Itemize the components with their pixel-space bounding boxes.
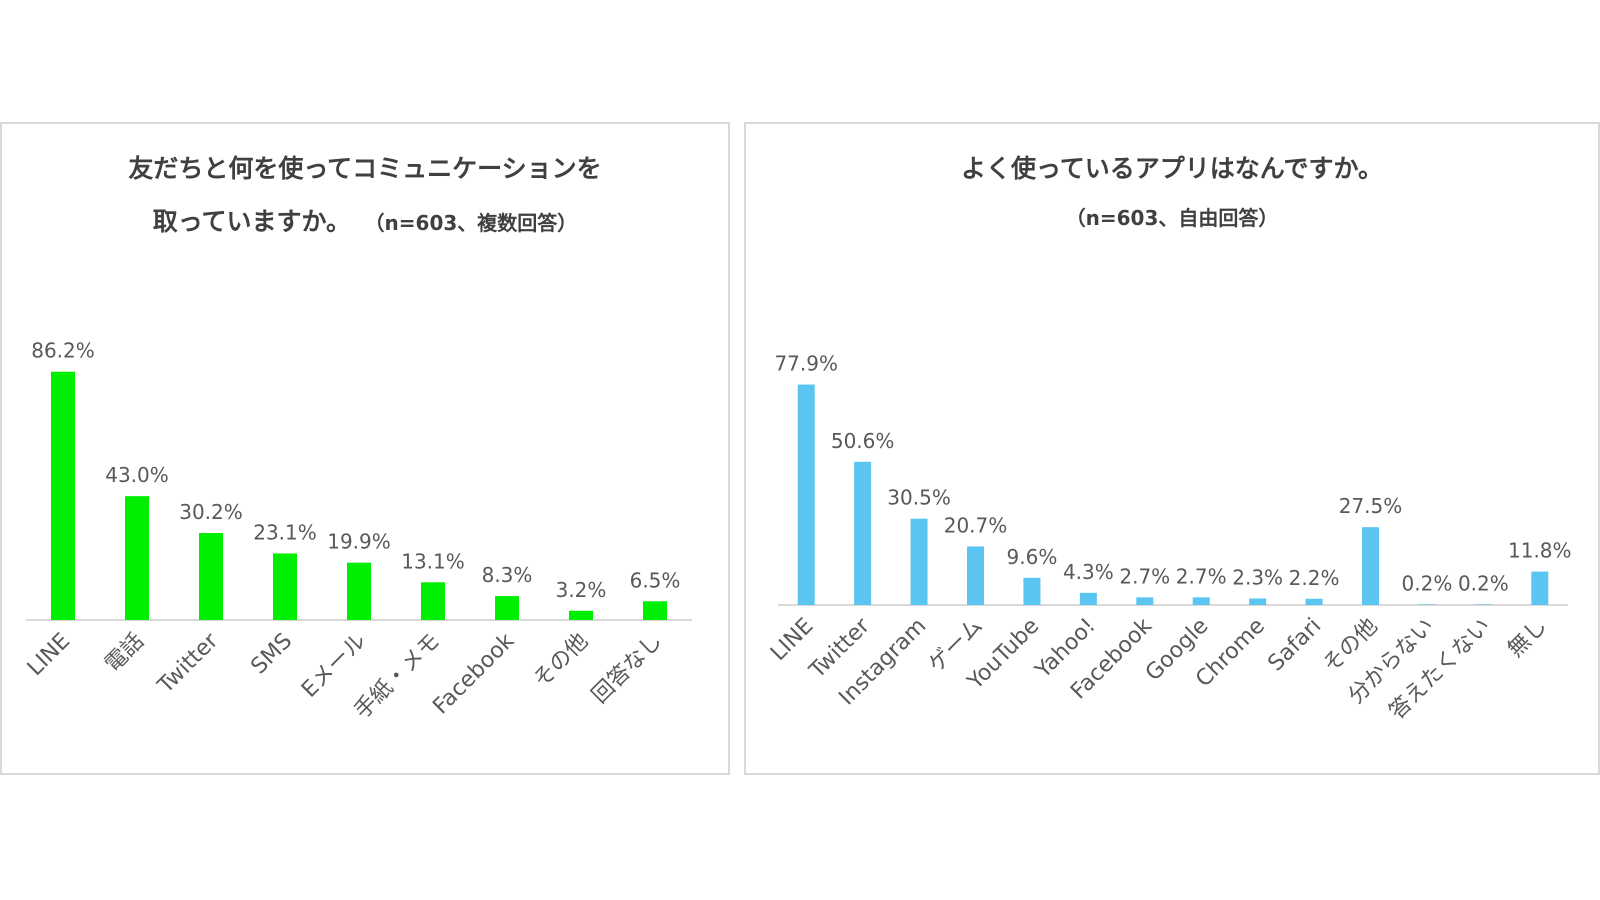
bar xyxy=(967,546,984,605)
x-tick-label: Safari xyxy=(1263,614,1326,677)
data-label: 0.2% xyxy=(1402,571,1453,595)
data-label: 13.1% xyxy=(401,549,465,573)
x-tick-label: Eメール xyxy=(297,629,371,703)
data-label: 20.7% xyxy=(944,513,1008,537)
data-label: 43.0% xyxy=(105,463,169,487)
data-label: 0.2% xyxy=(1458,571,1509,595)
bar xyxy=(495,596,519,620)
data-label: 2.3% xyxy=(1232,565,1283,589)
bar xyxy=(199,533,223,620)
data-label: 8.3% xyxy=(482,563,533,587)
bar xyxy=(125,496,149,620)
bar xyxy=(1136,597,1154,605)
bar xyxy=(347,562,371,620)
bar xyxy=(421,582,445,620)
bar xyxy=(1192,597,1210,605)
data-label: 2.2% xyxy=(1289,566,1340,590)
data-label: 2.7% xyxy=(1176,564,1227,588)
data-label: 6.5% xyxy=(630,568,681,592)
data-label: 19.9% xyxy=(327,530,391,554)
bar xyxy=(1249,598,1267,605)
x-tick-label: その他 xyxy=(529,629,593,693)
bar xyxy=(1531,571,1549,605)
bar xyxy=(854,461,872,605)
data-label: 27.5% xyxy=(1339,494,1403,518)
data-label: 9.6% xyxy=(1007,545,1058,569)
data-label: 30.2% xyxy=(179,500,243,524)
bar xyxy=(643,601,667,620)
chart-title-line2: 取っていますか。 xyxy=(152,207,351,236)
bar xyxy=(273,553,297,620)
data-label: 50.6% xyxy=(831,429,895,453)
x-tick-label: Twitter xyxy=(153,628,224,699)
x-tick-label: SMS xyxy=(246,629,297,680)
chart-title: よく使っているアプリはなんですか。 xyxy=(960,154,1383,183)
x-tick-label: LINE xyxy=(766,614,818,666)
chart-panel-communication: 友だちと何を使ってコミュニケーションを 取っていますか。 （n=603、複数回答… xyxy=(0,122,730,775)
x-tick-label: 電話 xyxy=(100,629,149,678)
bar xyxy=(1305,598,1323,605)
bar xyxy=(1418,604,1436,605)
bar-chart-communication: 86.2% LINE 43.0% 電話 30.2% Twitter 23.1% SMS 19.9… xyxy=(23,339,692,724)
x-tick-label: 回答なし xyxy=(587,629,667,709)
bar xyxy=(51,371,75,620)
chart-title-line2-wrap: 取っていますか。 （n=603、複数回答） xyxy=(2,202,728,238)
data-label: 2.7% xyxy=(1119,564,1170,588)
bar xyxy=(1079,592,1097,605)
chart-panel-apps: よく使っているアプリはなんですか。 （n=603、自由回答） 77.9% LINE… xyxy=(744,122,1600,775)
chart-subtitle: （n=603、自由回答） xyxy=(1065,206,1279,230)
data-label: 30.5% xyxy=(887,486,951,510)
bar xyxy=(1362,527,1379,605)
bar xyxy=(1474,604,1492,605)
data-label: 86.2% xyxy=(31,339,95,363)
data-label: 23.1% xyxy=(253,520,317,544)
bar xyxy=(569,610,593,620)
bar xyxy=(797,384,815,605)
bar xyxy=(910,518,928,605)
x-tick-label: 無し xyxy=(1503,614,1552,663)
data-label: 4.3% xyxy=(1063,560,1114,584)
data-label: 77.9% xyxy=(774,352,838,376)
bar-chart-apps: 77.9%LINE50.6%Twitter30.5%Instagram20.7%… xyxy=(766,352,1572,725)
x-tick-label: Facebook xyxy=(428,628,519,719)
chart-title-line1: 友だちと何を使ってコミュニケーションを xyxy=(128,154,602,183)
x-tick-label: LINE xyxy=(23,629,75,681)
chart-subtitle: （n=603、複数回答） xyxy=(364,211,578,235)
data-label: 3.2% xyxy=(556,578,607,602)
bar xyxy=(1023,577,1041,605)
data-label: 11.8% xyxy=(1508,539,1572,563)
